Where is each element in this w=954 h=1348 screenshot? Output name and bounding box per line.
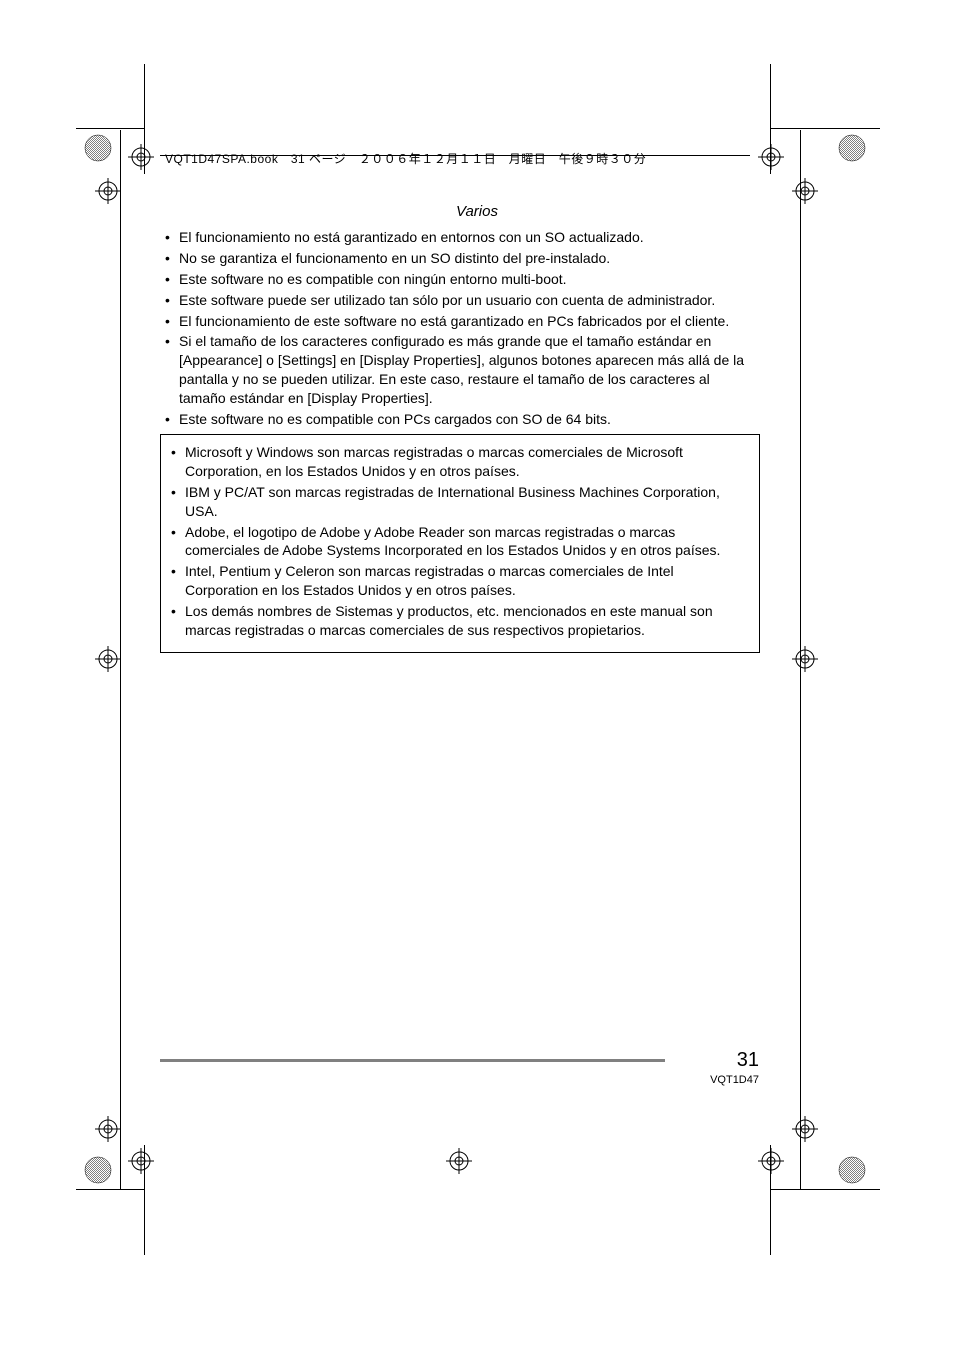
list-item: Si el tamaño de los caracteres configura… [165,332,760,408]
registration-mark-icon [446,1148,472,1174]
list-item: IBM y PC/AT son marcas registradas de In… [171,483,749,521]
page-number: 31 [737,1049,759,1072]
registration-mark-icon [792,646,818,672]
trademark-box: Microsoft y Windows son marcas registrad… [160,434,760,653]
list-item: Este software puede ser utilizado tan só… [165,291,760,310]
registration-mark-icon [792,1116,818,1142]
list-item: Este software no es compatible con ningú… [165,270,760,289]
registration-mark-icon [95,1116,121,1142]
doc-code: VQT1D47 [710,1074,759,1086]
registration-mark-icon [128,144,154,170]
registration-mark-icon [758,144,784,170]
list-item: Intel, Pentium y Celeron son marcas regi… [171,562,749,600]
crop-line [76,128,144,129]
spindle-icon [838,1156,866,1184]
spindle-icon [84,134,112,162]
spindle-icon [84,1156,112,1184]
registration-mark-icon [95,646,121,672]
list-item: No se garantiza el funcionamento en un S… [165,249,760,268]
header-text: VQT1D47SPA.book 31 ページ ２００６年１２月１１日 月曜日 午… [165,150,646,167]
list-item: El funcionamiento de este software no es… [165,312,760,331]
list-item: El funcionamiento no está garantizado en… [165,228,760,247]
bullet-list: El funcionamiento no está garantizado en… [165,228,760,431]
list-item: Microsoft y Windows son marcas registrad… [171,443,749,481]
registration-mark-icon [95,178,121,204]
list-item: Este software no es compatible con PCs c… [165,410,760,429]
crop-line [770,128,880,129]
registration-mark-icon [792,178,818,204]
registration-mark-icon [128,1148,154,1174]
list-item: Adobe, el logotipo de Adobe y Adobe Read… [171,523,749,561]
page: VQT1D47SPA.book 31 ページ ２００６年１２月１１日 月曜日 午… [0,0,954,1348]
section-title: Varios [0,203,954,220]
crop-line [76,1189,144,1190]
footer-rule [160,1059,665,1062]
registration-mark-icon [758,1148,784,1174]
crop-line [770,1189,880,1190]
list-item: Los demás nombres de Sistemas y producto… [171,602,749,640]
spindle-icon [838,134,866,162]
